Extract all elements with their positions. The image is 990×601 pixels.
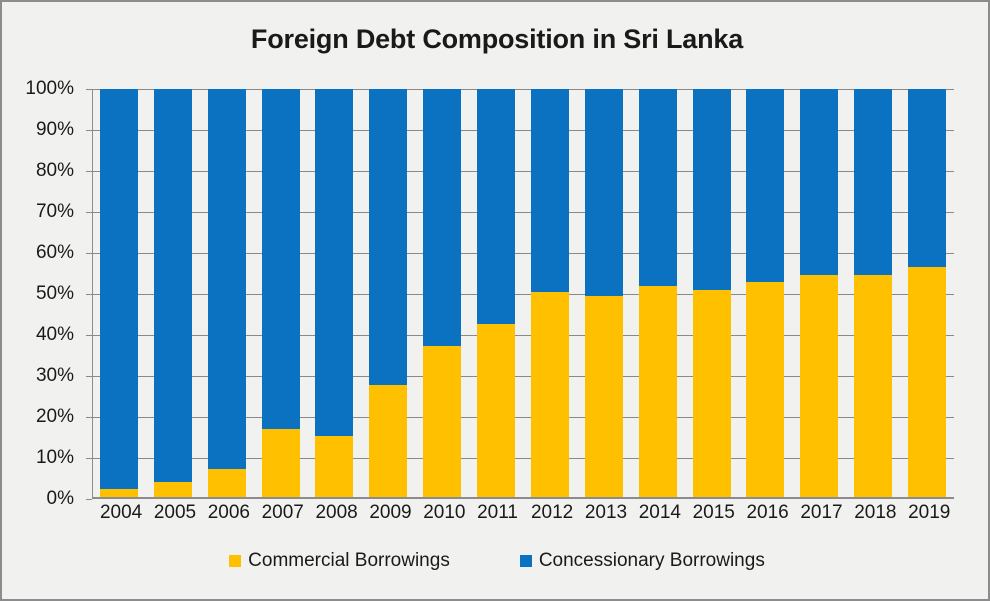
y-axis-tick-label: 40% [35,324,74,345]
bar-segment-concessionary[interactable] [800,89,839,275]
bar-segment-commercial[interactable] [746,282,785,499]
bar-segment-concessionary[interactable] [315,89,354,437]
legend-item[interactable]: Concessionary Borrowings [519,550,765,572]
bar-column[interactable] [207,89,246,499]
x-axis-tick-label: 2006 [207,502,250,523]
bar-column[interactable] [746,89,785,499]
bar-segment-concessionary[interactable] [423,89,462,346]
x-axis-tick-label: 2010 [423,502,466,523]
bar-segment-commercial[interactable] [315,436,354,499]
x-axis-tick-label: 2019 [908,502,951,523]
chart-title: Foreign Debt Composition in Sri Lanka [250,24,744,54]
legend-swatch-icon [519,555,532,567]
chart-legend: Commercial Borrowings Concessionary Borro… [2,550,988,572]
bar-segment-commercial[interactable] [530,291,569,499]
y-axis-tick-label: 20% [35,406,74,427]
x-axis-tick-label: 2004 [99,502,143,523]
bar-segment-concessionary[interactable] [207,89,246,470]
x-axis-tick-label: 2009 [369,502,412,523]
plot-area [86,89,954,500]
bar-segment-concessionary[interactable] [99,89,138,490]
bar-column[interactable] [423,89,462,499]
y-axis-tick-label: 80% [35,160,74,181]
bar-column[interactable] [584,89,623,499]
bar-column[interactable] [530,89,569,499]
bar-segment-concessionary[interactable] [153,89,192,483]
legend-item[interactable]: Commercial Borrowings [229,550,450,572]
bar-segment-commercial[interactable] [854,274,893,499]
bar-segment-concessionary[interactable] [369,89,408,386]
x-axis-tick-label: 2008 [315,502,358,523]
legend-swatch-icon [229,555,242,567]
legend-label: Commercial Borrowings [248,550,450,571]
y-axis-tick-label: 70% [35,201,74,222]
bar-column[interactable] [638,89,677,499]
x-axis-tick-label: 2017 [800,502,843,523]
bar-segment-commercial[interactable] [692,289,731,499]
x-axis-tick-label: 2014 [638,502,681,523]
x-axis-tick-label: 2005 [153,502,197,523]
bar-column[interactable] [692,89,731,499]
y-axis-line [92,89,93,499]
legend-label: Concessionary Borrowings [538,550,765,571]
bar-segment-concessionary[interactable] [638,89,677,286]
bar-column[interactable] [369,89,408,499]
bar-column[interactable] [261,89,300,499]
x-axis-tick-label: 2007 [261,502,304,523]
x-axis-tick-label: 2013 [584,502,628,523]
bar-segment-commercial[interactable] [638,285,677,499]
bar-column[interactable] [908,89,947,499]
y-axis-tick-label: 90% [35,119,74,140]
bar-column[interactable] [315,89,354,499]
y-axis-tick-label: 10% [35,447,74,468]
bar-column[interactable] [153,89,192,499]
bar-segment-commercial[interactable] [369,385,408,499]
x-axis-tick-label: 2011 [477,502,518,523]
y-axis-labels: 100% 90% 80% 70% 60% 50% 40% 30% 20% 10% 0% [2,78,82,509]
bar-segment-commercial[interactable] [153,482,192,499]
y-axis-tick-mark [86,499,92,500]
x-axis-tick-label: 2018 [854,502,897,523]
bar-column[interactable] [800,89,839,499]
y-axis-tick-label: 50% [35,283,74,304]
bar-column[interactable] [854,89,893,499]
bar-segment-concessionary[interactable] [854,89,893,275]
bar-segment-commercial[interactable] [207,469,246,499]
bar-segment-commercial[interactable] [477,323,516,499]
bar-segment-concessionary[interactable] [692,89,731,290]
x-axis-tick-label: 2015 [692,502,735,523]
bar-segment-concessionary[interactable] [530,89,569,292]
bar-segment-concessionary[interactable] [584,89,623,297]
bar-segment-commercial[interactable] [800,274,839,499]
x-axis-tick-label: 2012 [530,502,574,523]
bar-series-group [92,89,954,499]
x-axis-tick-label: 2016 [746,502,789,523]
y-axis-tick-label: 0% [46,488,74,509]
x-axis-labels: 2004 2005 2006 2007 2008 2009 2010 2011 2012 2013… [92,502,954,532]
bar-segment-concessionary[interactable] [261,89,300,429]
bar-column[interactable] [477,89,516,499]
y-axis-tick-label: 30% [35,365,74,386]
y-axis-tick-label: 100% [25,78,74,99]
bar-segment-commercial[interactable] [99,489,138,499]
bar-column[interactable] [99,89,138,499]
bar-segment-commercial[interactable] [584,296,623,499]
bar-segment-concessionary[interactable] [746,89,785,283]
bar-segment-commercial[interactable] [261,428,300,499]
x-axis-line [92,497,954,499]
bar-segment-commercial[interactable] [423,345,462,499]
y-axis-tick-label: 60% [35,242,74,263]
bar-segment-concessionary[interactable] [908,89,947,268]
bar-segment-commercial[interactable] [908,267,947,499]
bar-segment-concessionary[interactable] [477,89,516,324]
